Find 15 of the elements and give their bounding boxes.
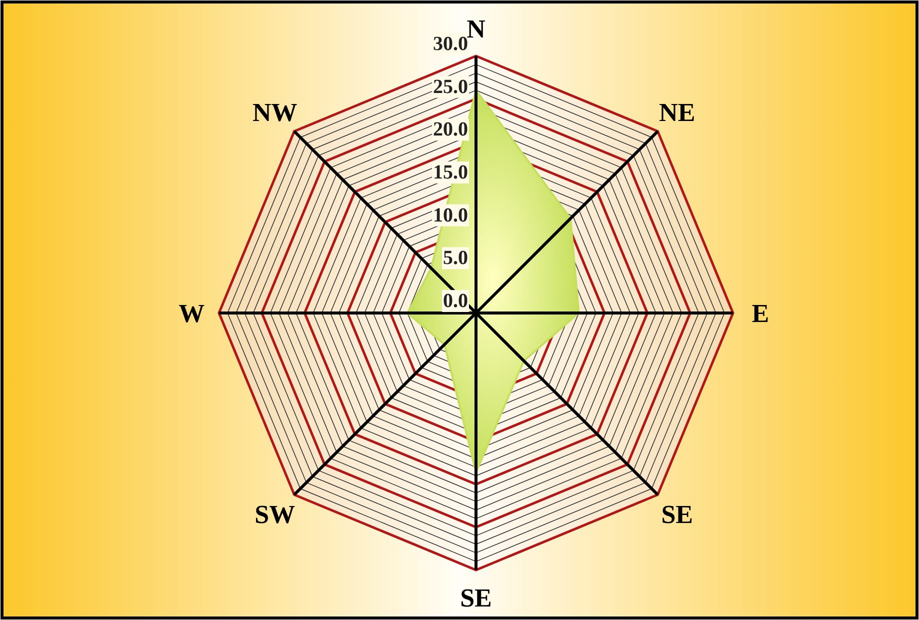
- spoke-label: N: [466, 14, 486, 44]
- spoke-label: SE: [460, 584, 492, 613]
- y-tick-label: 5.0: [443, 247, 468, 270]
- y-tick-label: 0.0: [443, 290, 468, 312]
- spoke-label: NE: [659, 98, 696, 127]
- y-tick-label: 25.0: [433, 76, 468, 98]
- spoke-label: SE: [661, 500, 694, 530]
- spoke-label: NW: [252, 98, 298, 127]
- y-tick-label: 20.0: [433, 118, 468, 141]
- spoke-label: SW: [254, 500, 296, 530]
- y-tick-label: 10.0: [433, 204, 468, 226]
- y-tick-label: 30.0: [433, 33, 468, 55]
- spoke-label: W: [178, 299, 205, 328]
- y-tick-label: 15.0: [433, 162, 468, 184]
- spoke-label: E: [752, 299, 770, 328]
